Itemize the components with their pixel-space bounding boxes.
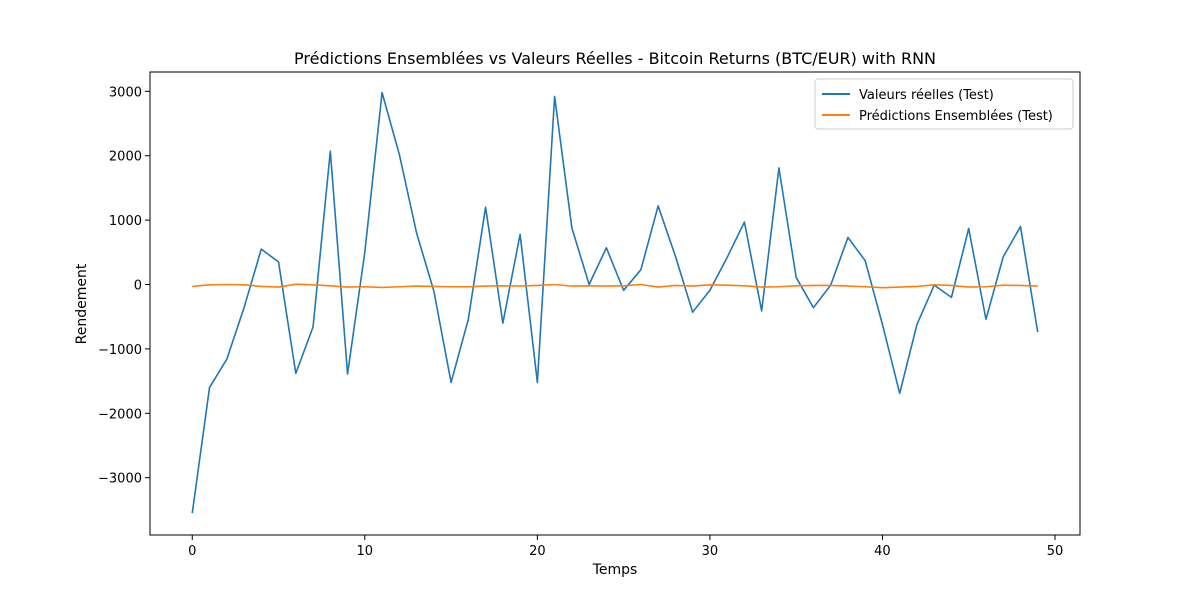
legend-label-1: Prédictions Ensemblées (Test) xyxy=(859,109,1053,124)
y-tick-label: 1000 xyxy=(109,214,142,229)
x-axis: 0 10 20 30 40 50 xyxy=(188,535,1063,559)
x-tick-label: 20 xyxy=(529,544,546,559)
y-tick-label: −3000 xyxy=(98,472,142,487)
y-tick-label: −2000 xyxy=(98,407,142,422)
chart-title: Prédictions Ensemblées vs Valeurs Réelle… xyxy=(294,49,936,68)
series-line-0 xyxy=(191,91,1039,514)
y-tick-label: −1000 xyxy=(98,343,142,358)
y-tick-label: 2000 xyxy=(109,150,142,165)
legend: Valeurs réelles (Test) Prédictions Ensemb… xyxy=(814,78,1074,130)
y-tick-label: 0 xyxy=(134,279,142,294)
x-tick-label: 50 xyxy=(1047,544,1064,559)
x-tick-label: 30 xyxy=(702,544,719,559)
legend-label-0: Valeurs réelles (Test) xyxy=(859,88,994,103)
y-axis: −3000 −2000 −1000 0 1000 2000 3000 xyxy=(98,85,150,487)
plot-frame xyxy=(149,71,1081,536)
y-tick-label: 3000 xyxy=(109,85,142,100)
x-tick-label: 10 xyxy=(357,544,374,559)
x-axis-label: Temps xyxy=(592,562,638,578)
x-tick-label: 40 xyxy=(874,544,891,559)
legend-box xyxy=(814,78,1074,130)
series-layer xyxy=(191,91,1039,514)
x-tick-label: 0 xyxy=(188,544,196,559)
y-axis-label: Rendement xyxy=(74,263,90,344)
series-line-1 xyxy=(192,283,1038,289)
